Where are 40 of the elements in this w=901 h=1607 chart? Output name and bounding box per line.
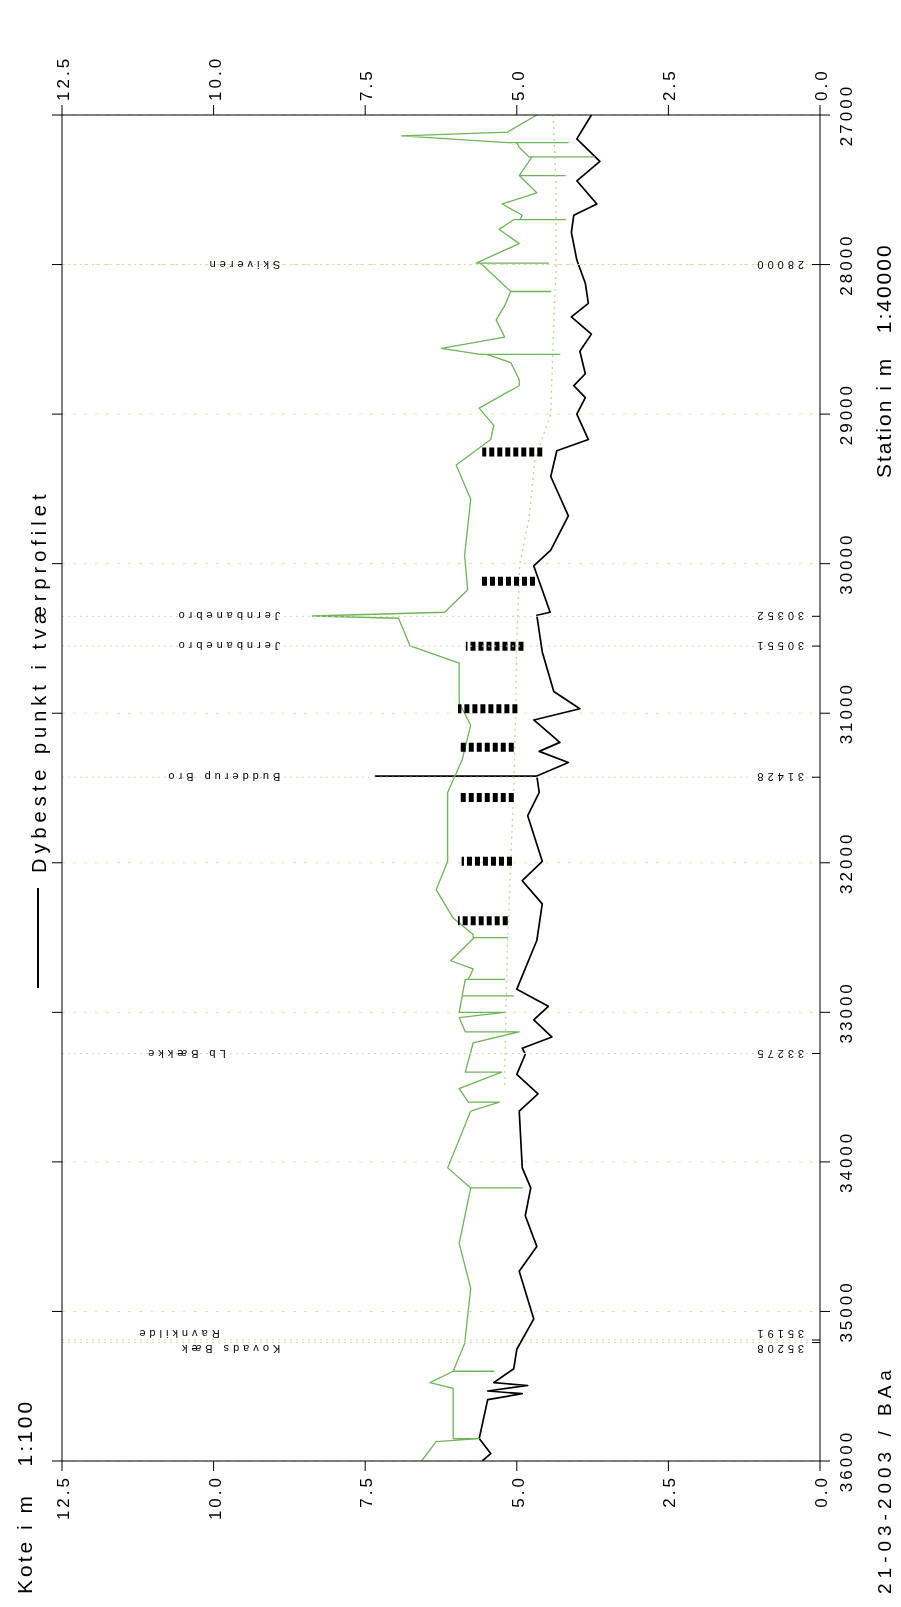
ref-line-label: 28000 xyxy=(753,258,804,271)
x2-tick-label: 10.0 xyxy=(205,55,225,101)
annotation: Lb Bække xyxy=(144,1047,226,1060)
y2-tick-label: 36000 xyxy=(837,1429,856,1493)
y2-tick-label: 27000 xyxy=(837,83,856,147)
x-tick-label: 12.5 xyxy=(54,1475,73,1521)
x2-tick-label: 0.0 xyxy=(812,68,831,101)
x-tick-label: 5.0 xyxy=(508,1475,528,1508)
y2-tick-label: 28000 xyxy=(837,233,856,296)
y2-tick-label: 31000 xyxy=(837,682,856,745)
annotation: Budderup Bro xyxy=(164,771,281,784)
y-axis-title: Kote i m 1:100 xyxy=(13,1398,36,1594)
y2-tick-label: 30000 xyxy=(837,532,856,595)
text: 21-03-2003 / BAa xyxy=(874,1365,895,1594)
ref-line-label: 30551 xyxy=(753,640,804,653)
ref-line-label: 31428 xyxy=(753,771,804,784)
x2-tick-label: 12.5 xyxy=(54,55,73,101)
y2-tick-label: 29000 xyxy=(837,382,856,446)
x-tick-label: 2.5 xyxy=(660,1475,680,1508)
x2-tick-label: 7.5 xyxy=(357,68,377,101)
ref-line-label: 33275 xyxy=(753,1047,804,1060)
y2-tick-label: 35000 xyxy=(837,1280,856,1343)
annotation: Skiveren xyxy=(205,258,281,271)
x-tick-label: 0.0 xyxy=(812,1475,831,1508)
y2-tick-label: 32000 xyxy=(837,831,856,894)
x-tick-label: 7.5 xyxy=(357,1475,377,1508)
y2-tick-label: 33000 xyxy=(837,981,856,1044)
annotation: Ravnkilde xyxy=(135,1328,220,1341)
ref-line-label: 30352 xyxy=(753,610,804,623)
annotation: Jernbanebro xyxy=(174,640,281,653)
ref-line-label: 35208 xyxy=(753,1342,804,1355)
annotation: Kovads Bæk xyxy=(177,1342,281,1355)
x2-tick-label: 5.0 xyxy=(508,68,528,101)
annotation: Jernbanebro xyxy=(174,610,281,623)
x-tick-label: 10.0 xyxy=(205,1475,225,1521)
ref-line-label: 35191 xyxy=(753,1328,804,1341)
y2-axis-title: Station i m 1:40000 xyxy=(872,243,895,478)
text: Dybeste punkt i tværprofilet xyxy=(28,489,50,873)
y2-tick-label: 34000 xyxy=(837,1130,856,1194)
x2-tick-label: 2.5 xyxy=(660,68,680,101)
